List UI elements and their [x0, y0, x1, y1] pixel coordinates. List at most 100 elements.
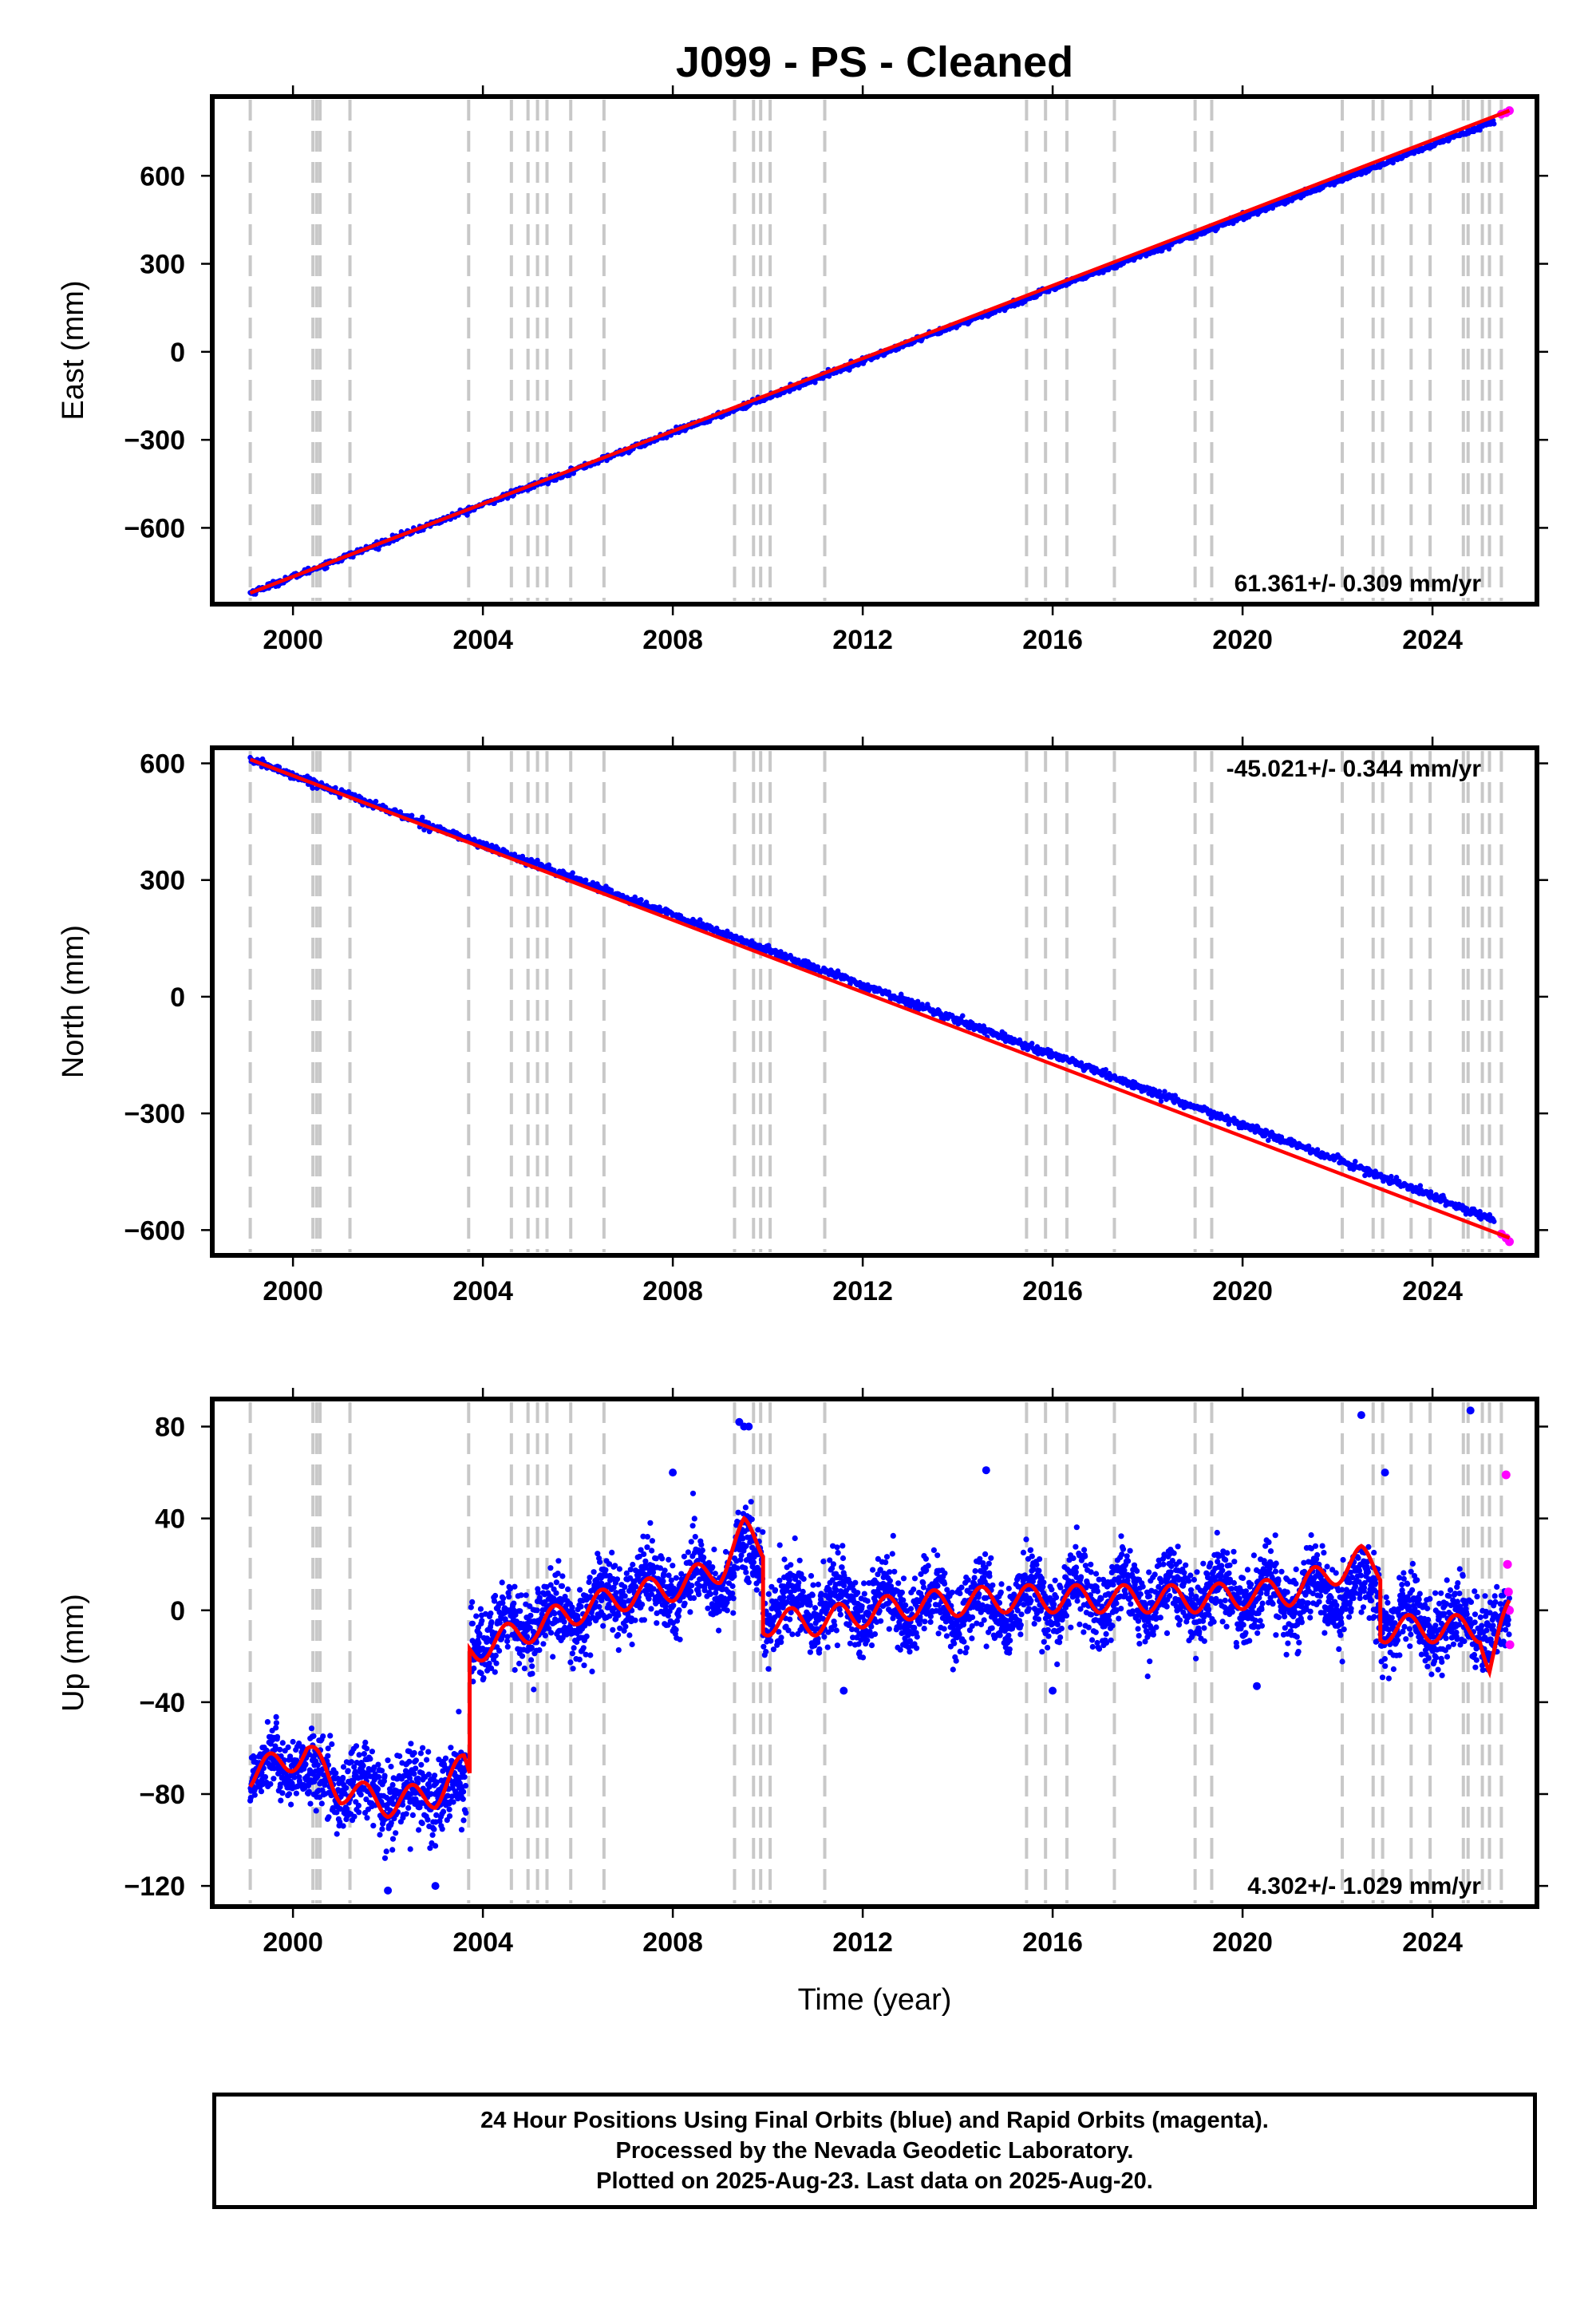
final-orbit-point	[692, 1534, 698, 1540]
y-tick-label: 300	[140, 250, 185, 280]
final-orbit-point	[409, 812, 415, 819]
final-orbit-point	[476, 1640, 482, 1646]
final-orbit-point	[324, 565, 330, 571]
final-orbit-point	[688, 1539, 694, 1545]
y-tick-label: 300	[140, 866, 185, 896]
final-orbit-point	[446, 1806, 452, 1812]
final-orbit-point	[551, 1611, 558, 1617]
final-orbit-point	[389, 1781, 396, 1788]
final-orbit-point	[615, 1647, 622, 1654]
final-orbit-point	[329, 1741, 335, 1748]
final-orbit-point	[397, 809, 404, 815]
final-orbit-point	[763, 1649, 769, 1655]
final-orbit-point	[293, 1790, 299, 1796]
final-orbit-point	[569, 1650, 576, 1657]
final-orbit-point	[364, 1815, 370, 1821]
final-orbit-point	[615, 1631, 622, 1638]
final-orbit-point	[262, 1774, 269, 1780]
final-orbit-point	[622, 1623, 629, 1630]
final-orbit-point	[1166, 246, 1172, 252]
final-orbit-point	[675, 1613, 681, 1619]
chart-title: J099 - PS - Cleaned	[676, 38, 1073, 86]
final-orbit-point	[488, 1611, 494, 1617]
final-orbit-point	[591, 1569, 597, 1575]
final-orbit-point	[668, 1577, 674, 1583]
final-orbit-point	[629, 1641, 635, 1648]
final-orbit-point	[765, 1591, 772, 1597]
final-orbit-point	[565, 1586, 571, 1592]
x-tick-label: 2000	[263, 1276, 323, 1306]
x-tick-label: 2004	[452, 625, 513, 655]
final-orbit-point	[570, 870, 575, 875]
final-orbit-point	[729, 1591, 736, 1597]
final-orbit-point	[333, 785, 338, 791]
final-orbit-point	[597, 1559, 603, 1565]
model-line	[249, 109, 1511, 595]
final-orbit-point	[750, 1559, 757, 1566]
final-orbit-point	[666, 1556, 672, 1563]
final-orbit-point	[1491, 1219, 1497, 1224]
final-orbit-point	[528, 1657, 535, 1663]
final-orbit-point	[442, 1755, 449, 1761]
final-orbit-point	[267, 1780, 274, 1787]
x-tick-label: 2020	[1212, 1276, 1273, 1306]
final-orbit-point	[659, 1555, 666, 1562]
final-orbit-point	[273, 1725, 279, 1731]
final-orbit-point	[411, 1749, 417, 1757]
final-orbit-point	[673, 1626, 679, 1633]
final-orbit-point	[500, 1595, 507, 1602]
y-axis-label: East (mm)	[57, 280, 90, 420]
final-orbit-point	[492, 1669, 498, 1675]
x-tick-label: 2024	[1402, 625, 1463, 655]
final-orbit-point	[647, 1520, 654, 1526]
final-orbit-point	[600, 1622, 606, 1629]
y-tick-label: −600	[124, 1215, 185, 1246]
final-orbit-point	[273, 1720, 279, 1726]
data-points	[247, 1406, 1515, 1895]
final-orbit-point	[480, 1675, 487, 1682]
final-orbit-point	[676, 1607, 682, 1614]
final-orbit-point	[450, 1799, 456, 1805]
final-orbit-point	[340, 1774, 346, 1781]
final-orbit-point	[542, 1632, 549, 1638]
final-orbit-point	[808, 1573, 815, 1579]
final-orbit-point	[534, 1607, 540, 1614]
final-orbit-point	[749, 1516, 755, 1523]
final-orbit-point	[439, 1826, 445, 1832]
final-orbit-point	[644, 1544, 650, 1551]
final-orbit-point	[580, 1645, 587, 1651]
final-orbit-point	[729, 1583, 736, 1590]
final-orbit-point	[286, 1791, 293, 1797]
final-orbit-point	[271, 1776, 277, 1782]
final-orbit-point	[776, 1542, 783, 1548]
final-orbit-point	[666, 1572, 672, 1579]
final-orbit-point	[807, 1602, 813, 1608]
y-tick-label: 600	[140, 161, 185, 192]
final-orbit-point	[406, 1758, 413, 1765]
final-orbit-point	[463, 1810, 469, 1816]
final-orbit-point	[673, 1575, 680, 1581]
final-orbit-point	[407, 1846, 413, 1852]
final-orbit-point	[469, 1599, 476, 1605]
x-tick-label: 2000	[263, 625, 323, 655]
final-orbit-point	[356, 1752, 362, 1758]
final-orbit-point	[389, 1847, 396, 1853]
final-orbit-point	[279, 1740, 286, 1746]
final-orbit-point	[369, 1749, 375, 1755]
final-orbit-point	[418, 1761, 425, 1768]
final-orbit-point	[649, 1547, 655, 1554]
final-orbit-point	[493, 1660, 500, 1666]
final-orbit-point	[419, 1820, 425, 1827]
final-orbit-point	[519, 1653, 526, 1659]
final-orbit-point	[548, 1630, 555, 1636]
final-orbit-point	[277, 1746, 283, 1753]
final-orbit-point	[748, 1499, 754, 1505]
final-orbit-point	[420, 1745, 426, 1751]
final-orbit-point	[479, 1618, 485, 1624]
y-tick-label: −300	[124, 425, 185, 456]
final-orbit-point	[731, 1573, 737, 1579]
final-orbit-point	[353, 1743, 360, 1749]
final-orbit-point	[688, 1588, 694, 1595]
final-orbit-point	[460, 1788, 467, 1795]
